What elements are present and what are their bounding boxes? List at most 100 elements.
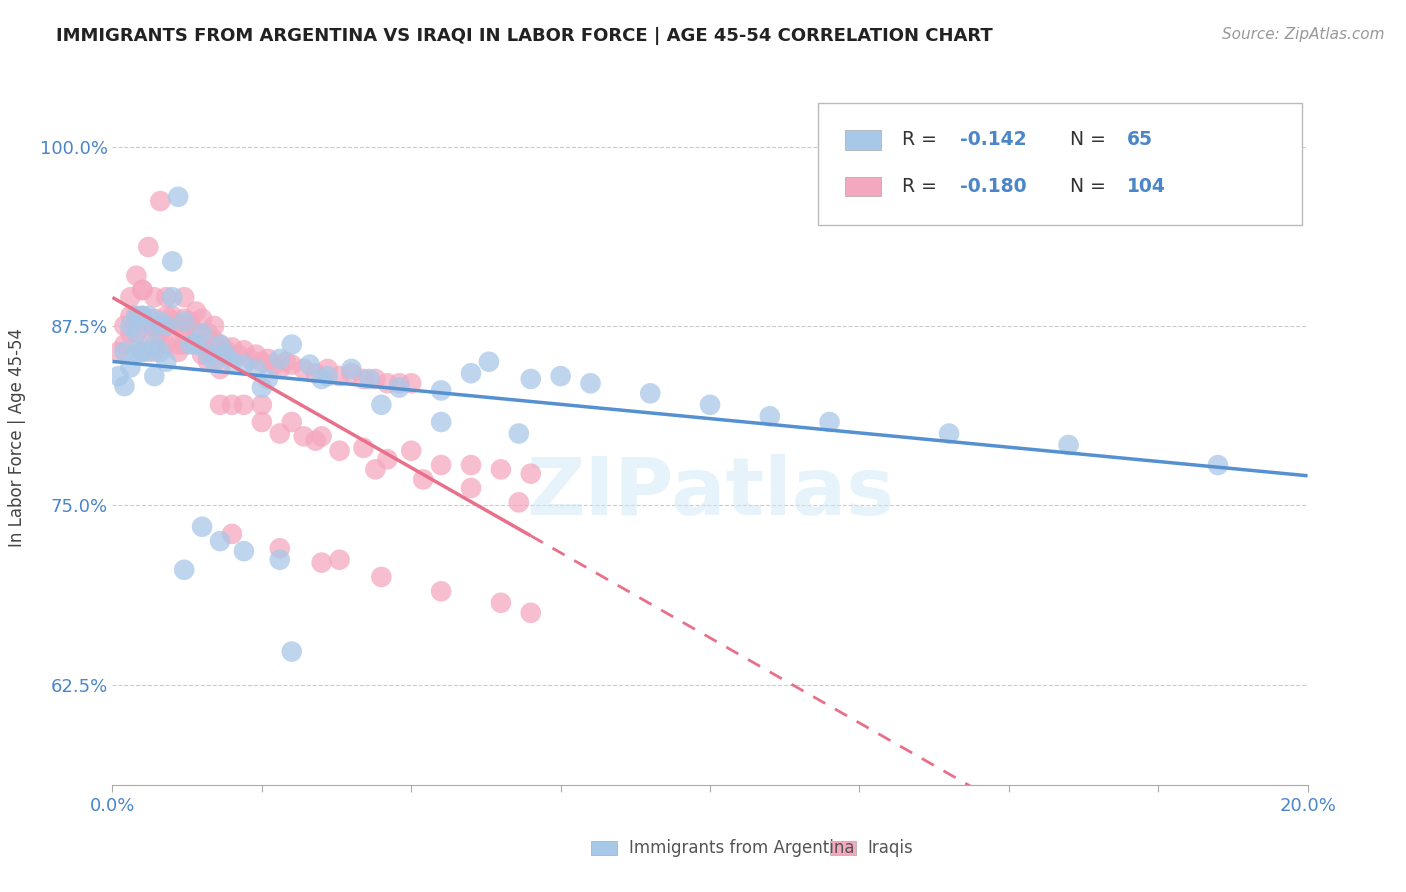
Text: Immigrants from Argentina: Immigrants from Argentina bbox=[628, 838, 855, 856]
Point bbox=[579, 376, 602, 391]
Point bbox=[162, 254, 183, 268]
Point bbox=[179, 337, 201, 351]
Point bbox=[149, 318, 172, 333]
Point bbox=[179, 318, 201, 333]
Point bbox=[131, 309, 153, 323]
Point bbox=[209, 398, 232, 412]
Point bbox=[131, 309, 153, 323]
Text: Iraqis: Iraqis bbox=[868, 838, 914, 856]
Point bbox=[191, 520, 214, 534]
Point bbox=[292, 429, 315, 443]
Point bbox=[377, 376, 399, 391]
Point bbox=[478, 355, 501, 369]
Point bbox=[353, 372, 375, 386]
Text: R =: R = bbox=[903, 130, 943, 150]
Point bbox=[149, 326, 172, 340]
Point bbox=[120, 360, 142, 375]
Point bbox=[215, 348, 238, 362]
Point bbox=[329, 369, 352, 384]
Point bbox=[149, 344, 172, 359]
Point bbox=[305, 366, 328, 380]
Point bbox=[138, 344, 160, 359]
Point bbox=[209, 337, 232, 351]
Text: Source: ZipAtlas.com: Source: ZipAtlas.com bbox=[1222, 27, 1385, 42]
Point bbox=[155, 290, 177, 304]
Point bbox=[316, 369, 339, 384]
Point bbox=[202, 355, 225, 369]
Y-axis label: In Labor Force | Age 45-54: In Labor Force | Age 45-54 bbox=[7, 327, 25, 547]
Point bbox=[269, 426, 291, 441]
Point bbox=[233, 358, 256, 372]
Point bbox=[209, 362, 232, 376]
Point bbox=[143, 344, 166, 359]
Point bbox=[125, 268, 148, 283]
Text: -0.142: -0.142 bbox=[960, 130, 1026, 150]
Point bbox=[167, 337, 190, 351]
Point bbox=[281, 337, 304, 351]
Point bbox=[311, 429, 333, 443]
Point bbox=[508, 495, 530, 509]
Point bbox=[143, 337, 166, 351]
Point bbox=[359, 372, 381, 386]
Point bbox=[120, 290, 142, 304]
Point bbox=[215, 348, 238, 362]
Point bbox=[329, 553, 352, 567]
Point bbox=[269, 351, 291, 366]
Point bbox=[311, 372, 333, 386]
Point bbox=[197, 348, 219, 362]
Point bbox=[173, 337, 195, 351]
Point bbox=[125, 326, 148, 340]
Point bbox=[149, 194, 172, 208]
Point bbox=[186, 337, 208, 351]
Point bbox=[250, 398, 273, 412]
FancyBboxPatch shape bbox=[818, 103, 1302, 225]
Point bbox=[269, 541, 291, 556]
Point bbox=[353, 441, 375, 455]
Point bbox=[173, 315, 195, 329]
Point bbox=[311, 556, 333, 570]
Point bbox=[155, 318, 177, 333]
Point bbox=[131, 344, 153, 359]
Bar bbox=[845, 177, 882, 196]
Point bbox=[759, 409, 782, 424]
Point bbox=[269, 553, 291, 567]
Point bbox=[125, 326, 148, 340]
Point bbox=[197, 326, 219, 340]
Point bbox=[221, 340, 243, 354]
Point bbox=[640, 386, 662, 401]
Point bbox=[298, 358, 321, 372]
Point bbox=[197, 344, 219, 359]
Point bbox=[138, 309, 160, 323]
Point bbox=[179, 315, 201, 329]
Point bbox=[250, 415, 273, 429]
Point bbox=[281, 415, 304, 429]
Point bbox=[520, 467, 543, 481]
Point bbox=[281, 358, 304, 372]
Point bbox=[269, 362, 291, 376]
Point bbox=[120, 318, 142, 333]
Point bbox=[162, 309, 183, 323]
Point bbox=[143, 290, 166, 304]
Point bbox=[149, 337, 172, 351]
Point bbox=[131, 283, 153, 297]
Point bbox=[460, 458, 482, 472]
Point bbox=[460, 481, 482, 495]
Point bbox=[430, 415, 453, 429]
Text: 104: 104 bbox=[1128, 178, 1166, 196]
Point bbox=[401, 376, 423, 391]
Point bbox=[239, 351, 262, 366]
Point bbox=[167, 344, 190, 359]
Point bbox=[120, 326, 142, 340]
Point bbox=[186, 326, 208, 340]
Point bbox=[155, 355, 177, 369]
Point bbox=[167, 318, 190, 333]
Point bbox=[173, 290, 195, 304]
Point bbox=[370, 570, 392, 584]
Point bbox=[155, 309, 177, 323]
Point bbox=[699, 398, 721, 412]
Text: N =: N = bbox=[1070, 178, 1112, 196]
Point bbox=[215, 343, 238, 358]
Point bbox=[173, 563, 195, 577]
Point bbox=[388, 376, 411, 391]
Point bbox=[1057, 438, 1080, 452]
